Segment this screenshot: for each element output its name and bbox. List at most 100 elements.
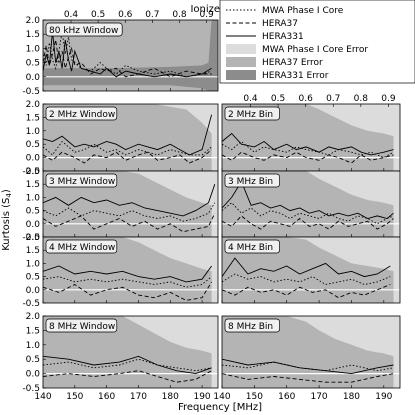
hera331-series-line bbox=[222, 257, 391, 278]
y-tick-label: -0.5 bbox=[22, 384, 40, 394]
y-axis-label-main: Kurtosis (S bbox=[1, 198, 12, 251]
panel-label: 3 MHz Window bbox=[45, 173, 118, 188]
panel-label: 80 kHz Window bbox=[45, 22, 123, 37]
panel-8-mhz-bin: 8 MHz Bin bbox=[221, 315, 401, 389]
y-tick-label: 0.5 bbox=[26, 59, 40, 69]
hera37-series-line bbox=[43, 39, 212, 78]
legend-item: MWA Phase I Core Error bbox=[226, 44, 368, 55]
legend-item: HERA331 bbox=[226, 32, 304, 42]
y-tick-label: 2.0 bbox=[26, 312, 41, 322]
panel-label: 2 MHz Bin bbox=[224, 106, 280, 121]
x-tick-label: 190 bbox=[375, 392, 392, 402]
x-tick-label: 160 bbox=[278, 392, 295, 402]
x-tick-label: 140 bbox=[34, 392, 51, 402]
panel-frame bbox=[42, 315, 219, 389]
legend-item: HERA37 Error bbox=[226, 57, 323, 68]
hera331-series-line bbox=[222, 180, 394, 219]
hera37-series-line bbox=[43, 213, 216, 233]
y-tick-label: 1.0 bbox=[26, 259, 41, 269]
panel-2-mhz-bin: 0.4 0.5 0.6 0.7 0.8 0.9 2 MHz Bin bbox=[221, 94, 401, 172]
panel-label: 4 MHz Bin bbox=[224, 239, 280, 254]
panel-label-box bbox=[224, 318, 280, 333]
panel-label: 8 MHz Window bbox=[45, 318, 118, 333]
panel-label-box bbox=[45, 106, 118, 121]
y-axis-label: Kurtosis (S4) bbox=[1, 189, 13, 251]
top-tick-label: 0.4 bbox=[243, 94, 258, 104]
panel-label-text: 3 MHz Bin bbox=[228, 177, 273, 187]
y-tick-label: 0.0 bbox=[26, 286, 41, 296]
y-tick-label: 0.0 bbox=[26, 220, 41, 230]
panel-plot-area bbox=[43, 316, 218, 388]
legend-label: MWA Phase I Core bbox=[262, 6, 344, 16]
panel-frame bbox=[42, 236, 219, 304]
panel-label-text: 80 kHz Window bbox=[49, 26, 118, 36]
y-tick-label: 1.5 bbox=[26, 326, 40, 336]
top-tick-label: 0.8 bbox=[172, 10, 187, 20]
legend-swatch-patch bbox=[226, 57, 256, 67]
panel-4-mhz-window: 2.0 1.5 1.0 0.5 0.0 -0.5 4 MHz Window bbox=[22, 233, 219, 309]
hera331-series-line bbox=[43, 265, 212, 283]
y-tick-label: 1.5 bbox=[26, 180, 40, 190]
panel-label-text: 8 MHz Bin bbox=[228, 322, 273, 332]
hera37-error-band bbox=[222, 237, 394, 303]
panel-label-text: 2 MHz Bin bbox=[228, 110, 273, 120]
top-tick-label: 0.9 bbox=[199, 10, 214, 20]
panel-frame bbox=[221, 315, 401, 389]
x-tick-label: 170 bbox=[130, 392, 147, 402]
panel-3-mhz-bin: 3 MHz Bin bbox=[221, 170, 401, 238]
panel-label-box bbox=[224, 106, 280, 121]
legend-label: HERA331 bbox=[262, 32, 304, 42]
hera37-series-line bbox=[43, 281, 212, 301]
panel-plot-area bbox=[222, 237, 400, 303]
top-tick-label: 0.6 bbox=[118, 10, 133, 20]
panel-label: 4 MHz Window bbox=[45, 239, 118, 254]
hera331-series-line bbox=[43, 184, 216, 217]
panel-grid: 2.0 1.5 1.0 0.5 0.0 -0.5 0.4 0.5 0.6 0.7 0.8 0.9 80 … bbox=[22, 10, 401, 394]
hera37-error-band bbox=[222, 171, 394, 237]
legend-label: MWA Phase I Core Error bbox=[262, 45, 368, 55]
panel-label-text: 3 MHz Window bbox=[49, 177, 115, 187]
x-tick-label: 140 bbox=[213, 392, 230, 402]
panel-3-mhz-window: 2.0 1.5 1.0 0.5 0.0 -0.5 3 MHz Window bbox=[22, 167, 219, 243]
y-tick-label: -0.5 bbox=[22, 87, 40, 97]
y-tick-label: 0.5 bbox=[26, 207, 40, 217]
y-tick-label: 0.0 bbox=[26, 370, 41, 380]
x-tick-labels: 140 150 160 170 180 190 140 150 160 170 180 190 bbox=[34, 392, 392, 402]
panel-label: 2 MHz Window bbox=[45, 106, 118, 121]
y-tick-label: 0.0 bbox=[26, 154, 41, 164]
top-tick-label: 0.5 bbox=[91, 10, 105, 20]
top-tick-label: 0.4 bbox=[64, 10, 79, 20]
y-tick-label: -0.5 bbox=[22, 299, 40, 309]
hera331-series-line bbox=[43, 31, 212, 78]
y-axis-label-subscript: 4 bbox=[5, 193, 13, 198]
hera37-error-band bbox=[43, 237, 212, 303]
legend-item: MWA Phase I Core bbox=[226, 6, 344, 16]
y-tick-label: 1.0 bbox=[26, 193, 41, 203]
y-tick-label: 1.0 bbox=[26, 44, 41, 54]
x-tick-label: 180 bbox=[162, 392, 179, 402]
panel-frame bbox=[42, 19, 219, 92]
panel-plot-area bbox=[222, 104, 400, 171]
panel-label-box bbox=[45, 173, 118, 188]
panel-label-box bbox=[45, 22, 123, 37]
y-tick-label: -0.5 bbox=[22, 233, 40, 243]
panel-frame bbox=[221, 236, 401, 304]
legend-item: HERA331 Error bbox=[226, 70, 329, 81]
legend-label: HERA37 bbox=[262, 19, 298, 29]
hera37-series-line bbox=[222, 151, 394, 164]
y-tick-label: 1.0 bbox=[26, 341, 41, 351]
x-tick-label: 180 bbox=[343, 392, 360, 402]
hera37-error-band bbox=[43, 316, 212, 388]
panel-label: 3 MHz Bin bbox=[224, 173, 280, 188]
hera331-series-line bbox=[43, 114, 213, 156]
legend: MWA Phase I Core HERA37 HERA331 MWA Phase I… bbox=[219, 0, 415, 84]
panel-plot-area bbox=[222, 316, 400, 388]
panel-label-box bbox=[45, 318, 118, 333]
panel-label: 8 MHz Bin bbox=[224, 318, 280, 333]
panel-label-text: 2 MHz Window bbox=[49, 110, 115, 120]
panel-plot-area bbox=[43, 104, 218, 171]
top-tick-label: 0.6 bbox=[298, 94, 313, 104]
panel-label-text: 4 MHz Window bbox=[49, 243, 115, 253]
panel-label-box bbox=[224, 173, 280, 188]
y-tick-label: 1.0 bbox=[26, 127, 41, 137]
